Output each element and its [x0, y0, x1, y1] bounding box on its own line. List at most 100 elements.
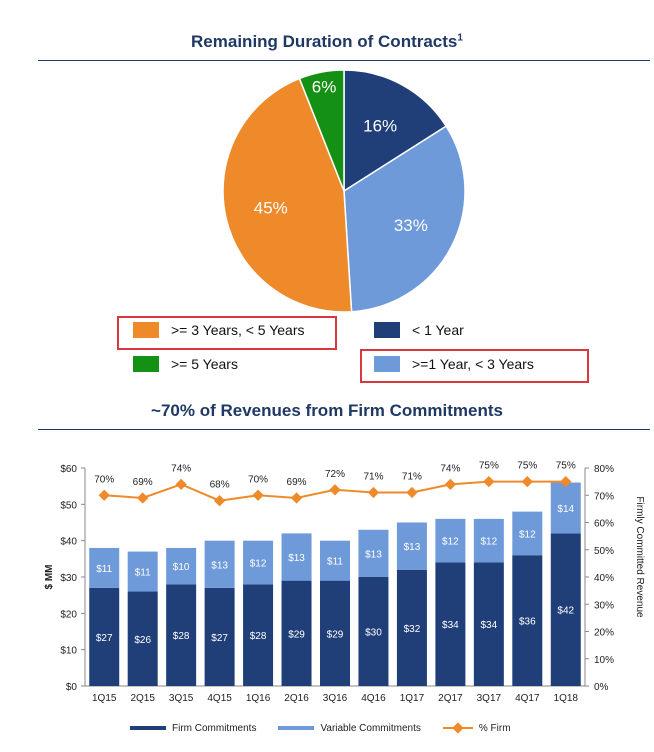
bar-variable-label: $13: [211, 560, 228, 571]
bar-variable: [89, 547, 120, 588]
bar-variable: [320, 540, 350, 581]
pie-chart: 16% 33% 45% 6%: [222, 69, 466, 313]
y-tick-label: $40: [60, 537, 77, 548]
bar-variable-label: $11: [96, 564, 112, 575]
orange-swatch: [133, 322, 159, 338]
bar-firm: [435, 562, 466, 686]
bar-variable: [473, 518, 504, 563]
pct-firm-point: [137, 492, 149, 504]
firm-legend-marker: [130, 726, 166, 730]
bar-firm: [204, 587, 235, 686]
pct-firm-point: [521, 475, 533, 488]
pie-chart-title: Remaining Duration of Contracts1: [191, 32, 463, 51]
bar-firm: [358, 577, 389, 686]
bar-variable: [396, 522, 427, 570]
x-tick-label: 3Q15: [169, 693, 194, 704]
pct-firm-label: 74%: [440, 463, 460, 474]
y2-tick-label: 10%: [594, 655, 614, 666]
bar-firm-label: $29: [288, 629, 305, 640]
bar-firm-label: $30: [365, 628, 382, 639]
x-tick-label: 1Q16: [246, 693, 271, 704]
y2-tick-label: 30%: [594, 600, 614, 611]
y-tick-label: $10: [60, 646, 77, 657]
bar-variable-label: $11: [135, 568, 151, 579]
pct-firm-label: 75%: [517, 461, 537, 472]
bar-variable-label: $12: [481, 537, 498, 548]
pie-slice-3: [298, 69, 345, 192]
bar-firm: [89, 587, 120, 686]
bar-chart-legend: Firm Commitments Variable Commitments % …: [130, 720, 610, 736]
bar-variable: [281, 533, 312, 581]
highlight-box-1-3-years: [360, 349, 589, 383]
pct-firm-label: 74%: [171, 463, 191, 474]
bar-firm: [473, 562, 504, 686]
pie-legend-5-plus-years: >= 5 Years: [133, 356, 238, 372]
bar-variable-label: $10: [173, 562, 190, 573]
pie-slice-2: [222, 77, 353, 313]
pct-firm-point: [444, 478, 457, 491]
y2-tick-label: 80%: [594, 464, 614, 475]
pct-firm-point: [406, 486, 418, 499]
bar-firm: [281, 580, 312, 686]
bar-variable-label: $12: [442, 537, 459, 548]
pie-slice-1: [343, 125, 466, 313]
y-tick-label: $50: [60, 500, 77, 511]
bar-firm: [127, 591, 158, 686]
pct-firm-point: [367, 486, 380, 499]
bar-variable-label: $13: [365, 549, 382, 560]
bar-variable-label: $11: [327, 557, 343, 568]
pct-firm-label: 75%: [556, 461, 576, 472]
bar-variable-label: $13: [404, 542, 421, 553]
x-tick-label: 4Q15: [207, 693, 232, 704]
pct-firm-point: [175, 478, 187, 491]
x-tick-label: 1Q15: [92, 693, 117, 704]
green-swatch: [133, 356, 159, 372]
bar-firm: [550, 533, 581, 686]
y2-tick-label: 50%: [594, 546, 614, 557]
bar-chart: $0 $10 $20 $30 $40 $50 $60 0% 10% 20% 30% 40% 50% 60%…: [44, 461, 645, 704]
bar-firm: [243, 584, 274, 686]
y2-tick-label: 40%: [594, 573, 614, 584]
x-tick-label: 2Q16: [284, 693, 309, 704]
y-tick-label: $0: [66, 682, 78, 693]
pct-firm-label: 71%: [363, 472, 383, 483]
bar-firm-label: $29: [327, 629, 344, 640]
pct-firm-legend-marker: [442, 722, 473, 734]
x-tick-label: 2Q17: [438, 693, 463, 704]
pct-firm-point: [290, 492, 303, 504]
bar-variable-label: $12: [519, 529, 536, 540]
bar-firm-label: $27: [96, 633, 113, 644]
bar-firm-label: $32: [404, 624, 421, 635]
y2-tick-label: 20%: [594, 628, 614, 639]
pct-firm-point: [252, 489, 264, 501]
light-blue-swatch: [374, 356, 400, 372]
pie-slice-label-0: 16%: [363, 116, 397, 135]
pct-firm-label: 72%: [325, 469, 345, 480]
x-tick-label: 2Q15: [130, 693, 155, 704]
y2-tick-label: 0%: [594, 682, 609, 693]
pct-firm-label: 71%: [402, 472, 422, 483]
bar-title-rule: [38, 429, 650, 430]
pct-firm-label: 75%: [479, 461, 499, 472]
bar-firm-label: $26: [134, 635, 151, 646]
bar-variable: [243, 540, 274, 585]
pct-firm-point: [213, 495, 226, 507]
bar-firm: [166, 584, 197, 686]
bar-variable-label: $12: [250, 558, 267, 569]
bar-variable: [435, 518, 466, 563]
pct-firm-point: [483, 475, 495, 488]
pct-firm-label: 68%: [210, 480, 230, 491]
bar-chart-title: ~70% of Revenues from Firm Commitments: [151, 401, 503, 420]
x-tick-label: 3Q16: [323, 693, 348, 704]
bar-firm-label: $28: [173, 631, 190, 642]
bar-variable-label: $14: [557, 504, 574, 515]
pct-firm-point: [329, 484, 341, 496]
y-tick-label: $20: [60, 609, 77, 620]
legend-variable-commitments: Variable Commitments: [278, 723, 421, 734]
bar-firm: [320, 580, 350, 686]
pie-legend-3-5-years: >= 3 Years, < 5 Years: [133, 322, 305, 338]
bar-firm: [512, 555, 543, 686]
y-axis-title: $ MM: [44, 565, 55, 590]
y-tick-label: $60: [60, 464, 77, 475]
legend-pct-firm: % Firm: [442, 722, 511, 734]
